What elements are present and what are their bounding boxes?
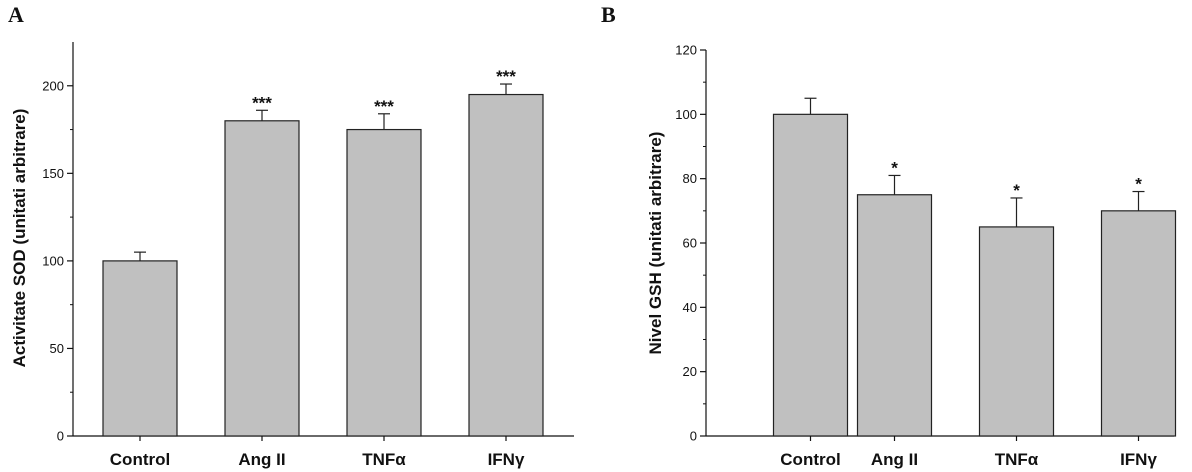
significance-label-a: *** — [252, 93, 272, 112]
bar-a — [468, 93, 544, 437]
x-category-label-b: IFNγ — [1120, 450, 1157, 469]
y-tick-label-b: 40 — [683, 300, 697, 315]
panel-label-a: A — [8, 2, 24, 27]
significance-label-b: * — [1135, 175, 1142, 194]
y-tick-label-b: 20 — [683, 364, 697, 379]
y-tick-label-a: 50 — [50, 341, 64, 356]
bar-a — [102, 260, 178, 437]
panel-label-b: B — [601, 2, 616, 27]
x-category-label-a: Ang II — [238, 450, 285, 469]
y-tick-label-a: 100 — [42, 253, 64, 268]
chart-a-svg: A Activitate SOD (unitati arbitrare) 0 50… — [8, 2, 574, 469]
x-category-label-a: TNFα — [362, 450, 406, 469]
chart-panel-a: A Activitate SOD (unitati arbitrare) 0 50… — [8, 2, 574, 469]
y-axis-title-b: Nivel GSH (unitati arbitrare) — [646, 132, 665, 355]
y-axis-title-a: Activitate SOD (unitati arbitrare) — [10, 109, 29, 368]
bar-b — [772, 113, 849, 437]
significance-label-a: *** — [374, 97, 394, 116]
chart-b-svg: B Nivel GSH (unitati arbitrare) 0 20 40 60 8… — [601, 2, 1177, 469]
y-tick-label-b: 0 — [690, 429, 697, 444]
bar-b — [856, 194, 933, 437]
bar-a — [224, 120, 300, 437]
y-tick-label-a: 200 — [42, 78, 64, 93]
significance-label-b: * — [891, 158, 898, 177]
x-category-label-b: TNFα — [995, 450, 1039, 469]
bar-a — [346, 128, 422, 437]
y-tick-label-a: 0 — [57, 429, 64, 444]
x-category-label-a: Control — [110, 450, 170, 469]
y-tick-label-b: 120 — [675, 43, 697, 58]
bar-b — [1100, 210, 1177, 437]
chart-panel-b: B Nivel GSH (unitati arbitrare) 0 20 40 60 8… — [596, 0, 1192, 472]
significance-label-a: *** — [496, 67, 516, 86]
x-category-label-b: Control — [780, 450, 840, 469]
y-tick-label-b: 100 — [675, 107, 697, 122]
x-category-label-a: IFNγ — [488, 450, 525, 469]
significance-label-b: * — [1013, 181, 1020, 200]
y-tick-label-b: 60 — [683, 236, 697, 251]
bar-b — [978, 226, 1055, 437]
y-tick-label-b: 80 — [683, 171, 697, 186]
x-category-label-b: Ang II — [871, 450, 918, 469]
y-tick-label-a: 150 — [42, 166, 64, 181]
